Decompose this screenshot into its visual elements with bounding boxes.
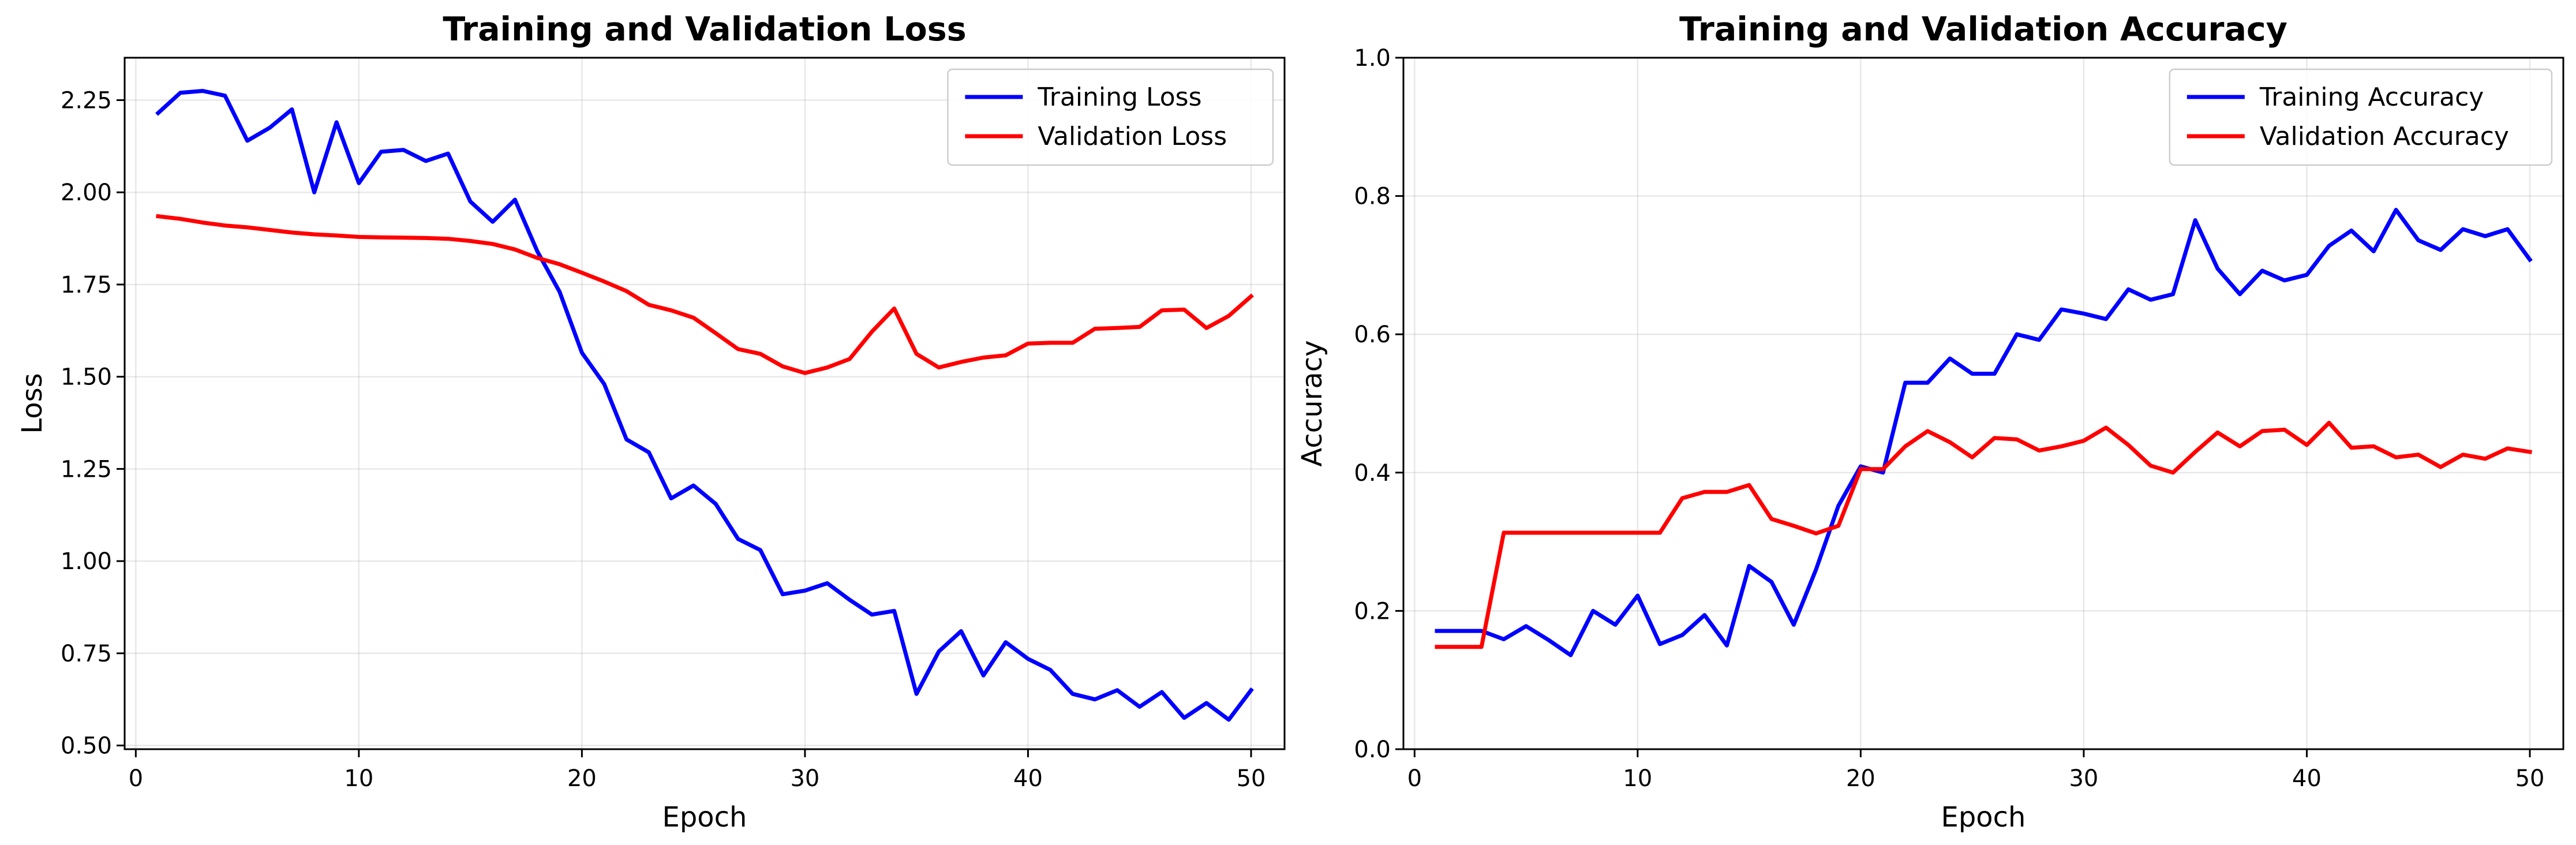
accuracy-series-line-training <box>1435 208 2533 657</box>
loss-y-tick-label: 1.50 <box>61 364 112 391</box>
loss-y-tick-label: 2.25 <box>61 87 112 114</box>
loss-x-ticks: 0 10 20 30 40 50 <box>129 749 1266 792</box>
loss-y-tick-label: 0.75 <box>61 641 112 667</box>
loss-y-tick-label: 0.50 <box>61 733 112 760</box>
accuracy-y-tick-label: 0.4 <box>1354 460 1391 487</box>
accuracy-y-tick-label: 0.0 <box>1354 736 1391 763</box>
loss-legend-box <box>947 68 1274 166</box>
accuracy-y-tick-label: 0.2 <box>1354 598 1391 625</box>
accuracy-y-axis-label: Accuracy <box>1296 340 1328 466</box>
loss-legend-label: Validation Loss <box>1038 122 1227 151</box>
loss-x-tick-label: 10 <box>344 765 373 792</box>
loss-legend: Training Loss Validation Loss <box>947 68 1274 166</box>
accuracy-chart: 0 10 20 30 40 50 0.0 0.2 0.4 0.6 0.8 1.0 Training … <box>1296 10 2564 833</box>
loss-chart: 0 10 20 30 40 50 0.50 0.75 1.00 1.25 1.50 1.75 2.00… <box>16 10 1286 833</box>
loss-x-tick-label: 40 <box>1013 765 1043 792</box>
loss-plot-frame <box>123 57 1286 750</box>
accuracy-series-line-validation <box>1435 421 2532 649</box>
loss-y-tick-label: 1.00 <box>61 548 112 575</box>
loss-y-tick-label: 1.75 <box>61 272 112 298</box>
loss-x-tick-label: 50 <box>1237 765 1266 792</box>
loss-series-line-training <box>155 89 1254 722</box>
accuracy-y-ticks: 0.0 0.2 0.4 0.6 0.8 1.0 <box>1354 45 1403 763</box>
accuracy-x-ticks: 0 10 20 30 40 50 <box>1407 749 2545 792</box>
accuracy-x-tick-label: 20 <box>1846 765 1875 792</box>
accuracy-x-tick-label: 40 <box>2292 765 2322 792</box>
accuracy-x-tick-label: 30 <box>2069 765 2098 792</box>
accuracy-legend-box <box>2169 68 2553 166</box>
accuracy-y-tick-label: 0.8 <box>1354 184 1391 210</box>
loss-chart-title: Training and Validation Loss <box>443 10 966 48</box>
accuracy-legend: Training Accuracy Validation Accuracy <box>2169 68 2553 166</box>
accuracy-x-axis-label: Epoch <box>1941 801 2026 833</box>
loss-y-tick-label: 2.00 <box>61 180 112 206</box>
loss-x-axis-label: Epoch <box>662 801 747 833</box>
loss-x-tick-label: 20 <box>567 765 597 792</box>
accuracy-series <box>1435 208 2533 657</box>
loss-series <box>155 89 1254 722</box>
accuracy-x-tick-label: 50 <box>2515 765 2545 792</box>
accuracy-x-tick-label: 0 <box>1407 765 1422 792</box>
accuracy-legend-label: Validation Accuracy <box>2260 122 2509 151</box>
loss-y-tick-label: 1.25 <box>61 456 112 483</box>
accuracy-x-tick-label: 10 <box>1623 765 1652 792</box>
loss-legend-label: Training Loss <box>1037 83 1201 112</box>
loss-x-tick-label: 30 <box>790 765 819 792</box>
loss-series-line-validation <box>156 214 1254 375</box>
loss-x-tick-label: 0 <box>129 765 143 792</box>
accuracy-legend-label: Training Accuracy <box>2259 83 2484 112</box>
loss-y-axis-label: Loss <box>16 373 48 433</box>
accuracy-plot-frame <box>1402 57 2564 750</box>
loss-y-ticks: 0.50 0.75 1.00 1.25 1.50 1.75 2.00 2.25 <box>61 87 125 760</box>
accuracy-y-tick-label: 0.6 <box>1354 321 1391 348</box>
loss-grid <box>125 58 1285 749</box>
accuracy-chart-title: Training and Validation Accuracy <box>1679 10 2287 48</box>
accuracy-y-tick-label: 1.0 <box>1354 45 1391 72</box>
